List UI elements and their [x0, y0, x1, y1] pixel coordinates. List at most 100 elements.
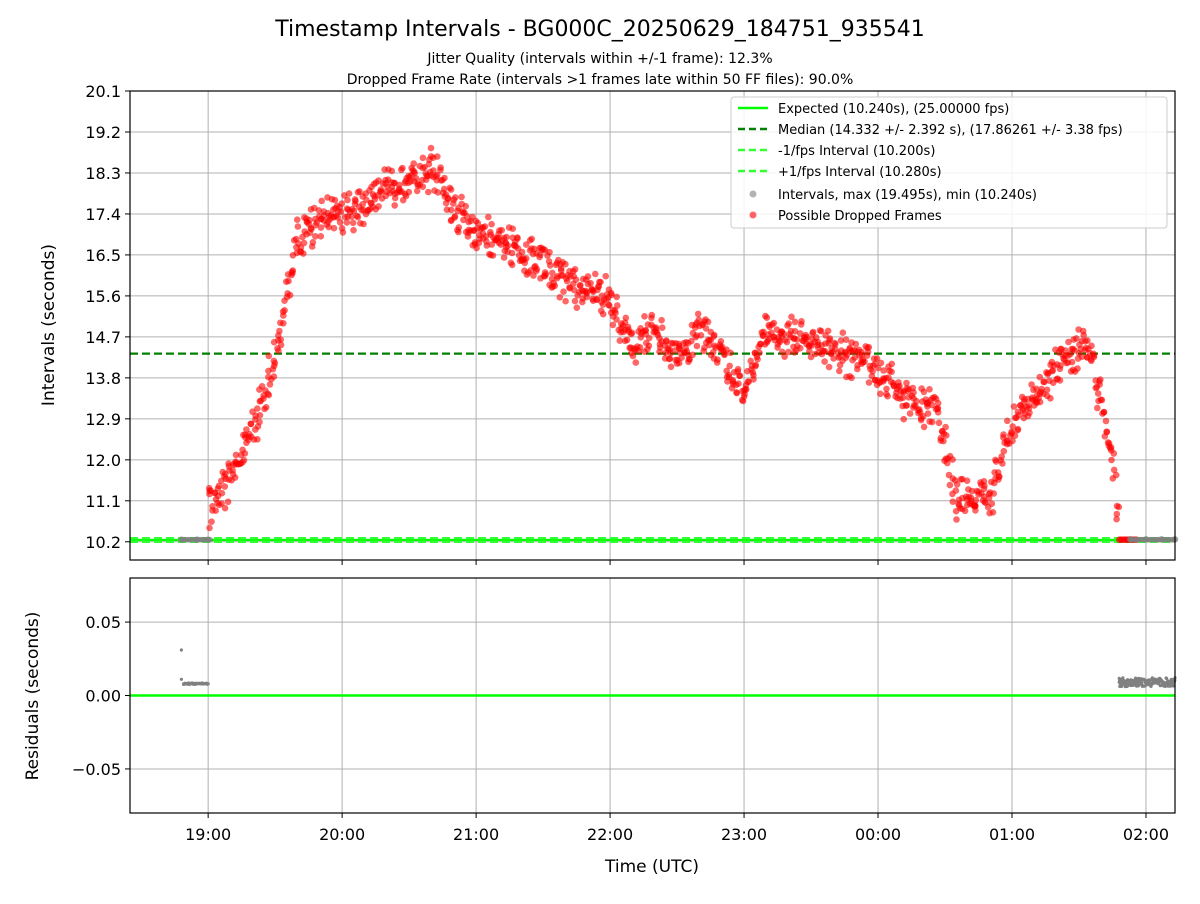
dropped-frame-point-277: [410, 160, 418, 167]
dropped-frame-point-935: [900, 415, 907, 423]
chart-subtitle-jitter: Jitter Quality (intervals within +/-1 fr…: [426, 51, 772, 67]
dropped-frame-point-257: [396, 181, 403, 189]
dropped-frame-point-710: [733, 389, 741, 397]
dropped-frame-point-962: [920, 423, 928, 431]
dropped-frame-point-96: [276, 327, 283, 335]
dropped-frame-point-870: [852, 340, 860, 348]
dropped-frame-point-319: [441, 174, 448, 182]
dropped-frame-point-947: [910, 389, 917, 396]
top-y-tick-label-6: 15.6: [85, 287, 121, 306]
dropped-frame-point-956: [915, 409, 922, 417]
dropped-frame-point-147: [313, 219, 321, 226]
dropped-frame-point-114: [289, 269, 296, 277]
dropped-frame-point-973: [928, 418, 936, 426]
dropped-frame-point-828: [821, 347, 829, 355]
dropped-frame-point-65: [254, 436, 261, 443]
dropped-frame-point-733: [750, 376, 757, 383]
dropped-frame-point-783: [788, 313, 795, 321]
dropped-frame-point-1: [206, 524, 213, 532]
dropped-frame-point-404: [504, 242, 512, 249]
dropped-frame-point-650: [688, 337, 695, 345]
dropped-frame-point-203: [354, 213, 362, 221]
dropped-frame-point-586: [641, 313, 648, 320]
top-y-tick-label-9: 18.3: [85, 164, 121, 183]
residual-fill-point-104: [1140, 680, 1144, 685]
dropped-frame-point-814: [809, 328, 817, 336]
dropped-frame-point-316: [440, 185, 448, 193]
residual-fill-point-48: [1121, 676, 1125, 680]
dropped-frame-point-1201: [1098, 396, 1106, 404]
dropped-frame-point-974: [928, 401, 936, 409]
x-tick-label-2: 21:00: [453, 825, 499, 844]
dropped-frame-point-918: [888, 368, 895, 376]
dropped-frame-point-593: [645, 334, 653, 342]
top-y-tick-label-0: 10.2: [85, 533, 121, 552]
bottom-plot-points: [179, 648, 1177, 689]
dropped-frame-point-531: [599, 301, 607, 308]
dropped-frame-point-1043: [980, 485, 988, 493]
dropped-frame-point-97: [277, 336, 285, 344]
dropped-frame-point-47: [240, 456, 248, 464]
dropped-frame-point-181: [338, 200, 346, 207]
dropped-frame-point-460: [546, 262, 554, 269]
dropped-frame-point-747: [759, 332, 767, 340]
dropped-frame-point-145: [312, 233, 319, 240]
dropped-frame-point-416: [514, 234, 521, 241]
dropped-frame-point-527: [597, 278, 604, 286]
residual-fill-point-46: [1120, 683, 1124, 687]
dropped-frame-point-208: [359, 200, 367, 208]
dropped-frame-point-982: [934, 409, 942, 416]
dropped-frame-point-374: [483, 238, 490, 245]
dropped-frame-point-177: [336, 219, 344, 226]
dropped-frame-point-121: [293, 216, 301, 223]
dropped-frame-point-1005: [953, 516, 960, 523]
dropped-frame-point-1208: [1103, 428, 1111, 436]
dropped-frame-point-991: [942, 423, 949, 431]
dropped-frame-point-191: [345, 190, 353, 197]
dropped-frame-point-1053: [989, 509, 997, 516]
dropped-frame-point-1069: [1000, 447, 1008, 455]
dropped-frame-point-963: [920, 388, 928, 396]
dropped-frame-point-1033: [972, 497, 980, 504]
dropped-frame-point-383: [489, 252, 497, 259]
dropped-frame-point-345: [462, 202, 470, 210]
dropped-frame-point-510: [583, 293, 590, 301]
dropped-frame-point-210: [360, 220, 367, 228]
dropped-frame-point-939: [903, 402, 911, 409]
dropped-frame-point-842: [830, 355, 837, 362]
dropped-frame-point-193: [349, 219, 357, 227]
dropped-frame-point-77: [262, 404, 270, 411]
dropped-frame-point-908: [880, 367, 887, 374]
dropped-frame-point-299: [427, 144, 435, 152]
dropped-frame-point-1064: [995, 473, 1003, 481]
dropped-frame-point-127: [300, 250, 307, 257]
dropped-frame-point-150: [317, 224, 325, 231]
top-y-tick-label-5: 14.7: [85, 328, 121, 347]
dropped-frame-point-1167: [1074, 365, 1081, 372]
dropped-frame-point-333: [452, 194, 459, 201]
dropped-frame-point-110: [286, 291, 294, 299]
dropped-frame-point-326: [447, 206, 455, 214]
dropped-frame-point-1083: [1011, 432, 1019, 440]
legend-box: [730, 96, 1168, 229]
dropped-frame-point-346: [463, 213, 471, 220]
dropped-frame-point-142: [309, 239, 317, 246]
top-y-tick-label-2: 12.0: [85, 451, 121, 470]
x-tick-label-7: 02:00: [1123, 825, 1169, 844]
dropped-frame-point-715: [736, 372, 744, 380]
dropped-frame-point-1155: [1065, 338, 1072, 346]
dropped-frame-point-961: [919, 413, 927, 420]
top-plot-y-label: Intervals (seconds): [39, 244, 59, 406]
dropped-frame-point-179: [337, 208, 345, 215]
dropped-frame-point-91: [271, 359, 279, 367]
dropped-frame-point-287: [419, 154, 427, 162]
dropped-frame-point-1176: [1080, 331, 1087, 339]
dropped-frame-point-1075: [1004, 417, 1011, 425]
dropped-frame-point-149: [315, 207, 323, 214]
dropped-frame-point-11: [212, 507, 219, 514]
dropped-frame-point-339: [458, 193, 465, 201]
dropped-frame-point-195: [350, 207, 358, 215]
dropped-frame-point-914: [884, 392, 891, 400]
